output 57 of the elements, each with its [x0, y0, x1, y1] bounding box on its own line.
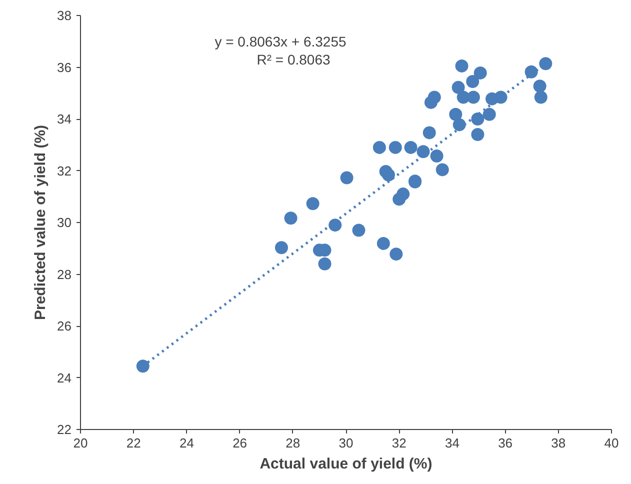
x-tick-label: 32	[392, 436, 406, 450]
y-tick-label: 32	[57, 163, 72, 178]
x-tick-label: 40	[604, 436, 619, 450]
y-tick-label: 26	[57, 318, 72, 334]
point	[284, 212, 298, 225]
x-tick-label: 30	[338, 436, 354, 450]
point	[466, 74, 480, 88]
x-tick-label: 38	[551, 436, 566, 450]
x-tick-label: 22	[126, 436, 141, 450]
x-axis-title: Actual value of yield (%)	[260, 456, 432, 472]
point	[436, 163, 449, 176]
x-tick-label: 20	[73, 436, 88, 450]
y-tick-label: 38	[57, 8, 72, 23]
x-tick-label: 36	[498, 436, 513, 450]
point	[471, 112, 484, 126]
y-tick-label: 34	[57, 112, 72, 126]
point	[449, 108, 462, 121]
point	[428, 90, 441, 104]
annotation: y = 0.8063x + 6.3255	[214, 34, 346, 50]
x-tick-label: 34	[444, 436, 460, 450]
y-tick-label: 24	[57, 370, 72, 386]
point	[455, 59, 468, 72]
point	[524, 65, 538, 78]
annotation: R² = 0.8063	[256, 52, 330, 68]
point	[471, 128, 484, 142]
point	[422, 126, 436, 140]
point	[533, 80, 546, 93]
point	[474, 66, 487, 80]
point	[388, 140, 402, 154]
point	[396, 188, 410, 201]
y-tick-label: 30	[57, 215, 72, 230]
point	[452, 118, 466, 132]
point	[404, 140, 418, 154]
x-tick-label: 24	[179, 436, 194, 450]
point	[328, 218, 342, 232]
x-tick-label: 28	[286, 436, 300, 450]
point	[352, 224, 366, 237]
point	[274, 241, 288, 254]
point	[452, 80, 465, 94]
point	[376, 236, 390, 250]
point	[482, 108, 496, 121]
y-axis-title: Predicted value of yield (%)	[32, 124, 50, 320]
point	[416, 145, 430, 158]
y-tick-label: 36	[57, 60, 72, 75]
y-tick-label: 28	[57, 266, 72, 282]
point	[318, 257, 332, 270]
point	[534, 90, 548, 104]
point	[340, 171, 354, 184]
point	[306, 197, 320, 210]
point	[430, 150, 444, 162]
y-tick-label: 22	[57, 422, 72, 437]
point	[382, 168, 395, 182]
point	[372, 140, 386, 154]
point	[390, 248, 403, 261]
x-tick-label: 26	[232, 436, 248, 450]
point	[494, 90, 508, 104]
point	[466, 90, 480, 104]
